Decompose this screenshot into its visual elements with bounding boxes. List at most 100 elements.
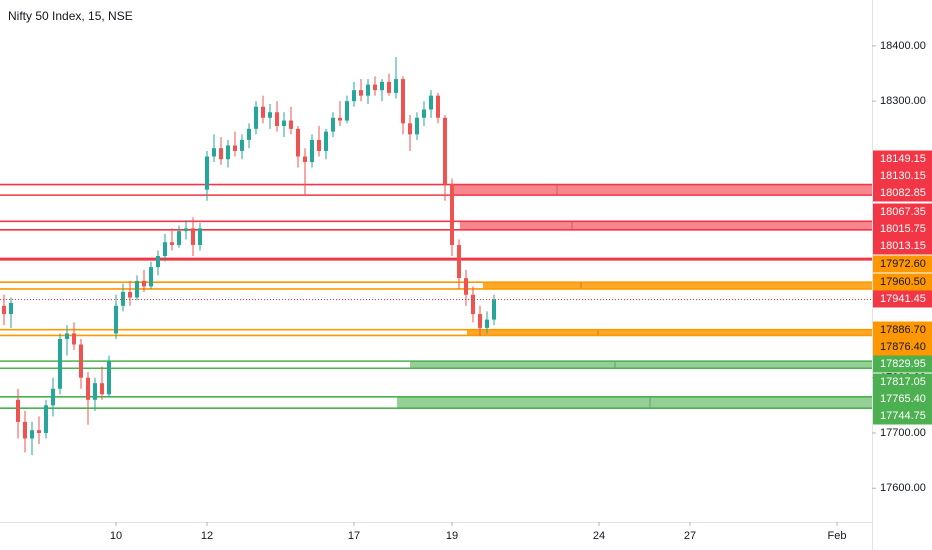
candle-body: [190, 228, 195, 245]
price-label: 18067.35: [880, 206, 926, 218]
candle-body: [309, 139, 314, 163]
candle-body: [365, 84, 370, 96]
candle-body: [442, 117, 447, 185]
x-tick-label: 27: [684, 530, 696, 542]
candle-body: [295, 128, 300, 157]
candle-body: [393, 79, 398, 93]
candle-body: [260, 106, 265, 118]
x-tick-label: Feb: [828, 530, 847, 542]
last-price-label: 17941.45: [880, 293, 926, 305]
candle-body: [232, 145, 237, 151]
candle-body: [36, 430, 41, 433]
candle-body: [414, 117, 419, 135]
price-label-box: [873, 355, 932, 373]
candle-body: [50, 388, 55, 406]
price-label-box: [873, 150, 932, 168]
price-label-box: [873, 184, 932, 202]
price-label: 17876.40: [880, 341, 926, 353]
candle-body: [183, 228, 188, 232]
candle-body: [204, 156, 209, 190]
price-label: 17817.05: [880, 376, 926, 388]
price-label-box: [873, 255, 932, 273]
candle-body: [470, 294, 475, 315]
candle-body: [99, 383, 104, 395]
price-label: 17886.70: [880, 324, 926, 336]
price-label-box: [873, 167, 932, 185]
candle-body: [449, 184, 454, 245]
candle-body: [316, 139, 321, 151]
candle-body: [211, 148, 216, 157]
x-tick-label: 12: [201, 530, 213, 542]
price-label-box: [873, 220, 932, 238]
price-label: 17960.50: [880, 276, 926, 288]
candle-body: [253, 106, 258, 129]
y-tick-label: 17600.00: [880, 482, 926, 494]
x-tick-label: 17: [348, 530, 360, 542]
candle-body: [78, 344, 83, 378]
candle-body: [15, 399, 20, 422]
zone: [397, 396, 872, 409]
price-label: 18015.75: [880, 223, 926, 235]
candle-body: [281, 120, 286, 127]
candle-body: [337, 117, 342, 121]
candle-body: [8, 303, 13, 315]
candle-body: [29, 430, 34, 439]
x-tick-label: 19: [446, 530, 458, 542]
y-tick-label: 18400.00: [880, 40, 926, 52]
candle-body: [491, 299, 496, 320]
candle-body: [456, 244, 461, 279]
candle-body: [358, 90, 363, 96]
candle-body: [274, 112, 279, 127]
price-label: 17744.75: [880, 410, 926, 422]
price-label-box: [873, 407, 932, 425]
price-label: 17829.95: [880, 358, 926, 370]
candle-body: [379, 81, 384, 91]
candle-body: [246, 128, 251, 140]
candle-body: [169, 242, 174, 245]
zone: [467, 329, 872, 336]
price-label-box: [873, 373, 932, 391]
candle-body: [239, 139, 244, 151]
candle-body: [92, 383, 97, 400]
candle-body: [463, 278, 468, 295]
candle-body: [344, 101, 349, 121]
price-label-box: [873, 237, 932, 255]
price-label-box: [873, 273, 932, 291]
candle-body: [351, 90, 356, 102]
candle-body: [71, 333, 76, 345]
candle-body: [134, 280, 139, 298]
x-tick-label: 24: [593, 530, 605, 542]
y-tick-label: 18300.00: [880, 95, 926, 107]
price-label: 18149.15: [880, 153, 926, 165]
candle-body: [484, 319, 489, 328]
candle-body: [302, 156, 307, 163]
candle-body: [218, 148, 223, 160]
price-label: 18130.15: [880, 170, 926, 182]
candle-body: [141, 280, 146, 287]
candle-body: [155, 256, 160, 268]
candle-body: [162, 242, 167, 257]
candle-body: [323, 131, 328, 151]
candle-body: [435, 95, 440, 118]
candle-body: [120, 291, 125, 306]
candle-body: [127, 291, 132, 298]
candle-body: [22, 421, 27, 439]
candle-body: [64, 333, 69, 339]
zone: [483, 282, 872, 289]
candle-body: [428, 95, 433, 110]
last-price-box: [873, 290, 932, 308]
candle-body: [407, 123, 412, 135]
candle-body: [1, 305, 6, 315]
price-label: 17972.60: [880, 258, 926, 270]
price-label-box: [873, 203, 932, 221]
chart-title: Nifty 50 Index, 15, NSE: [8, 9, 133, 23]
candle-body: [330, 117, 335, 132]
candle-body: [57, 338, 62, 389]
candle-body: [288, 120, 293, 129]
candle-body: [477, 314, 482, 328]
candle-body: [386, 81, 391, 93]
candle-body: [176, 231, 181, 245]
candle-body: [400, 79, 405, 124]
candle-body: [421, 109, 426, 118]
